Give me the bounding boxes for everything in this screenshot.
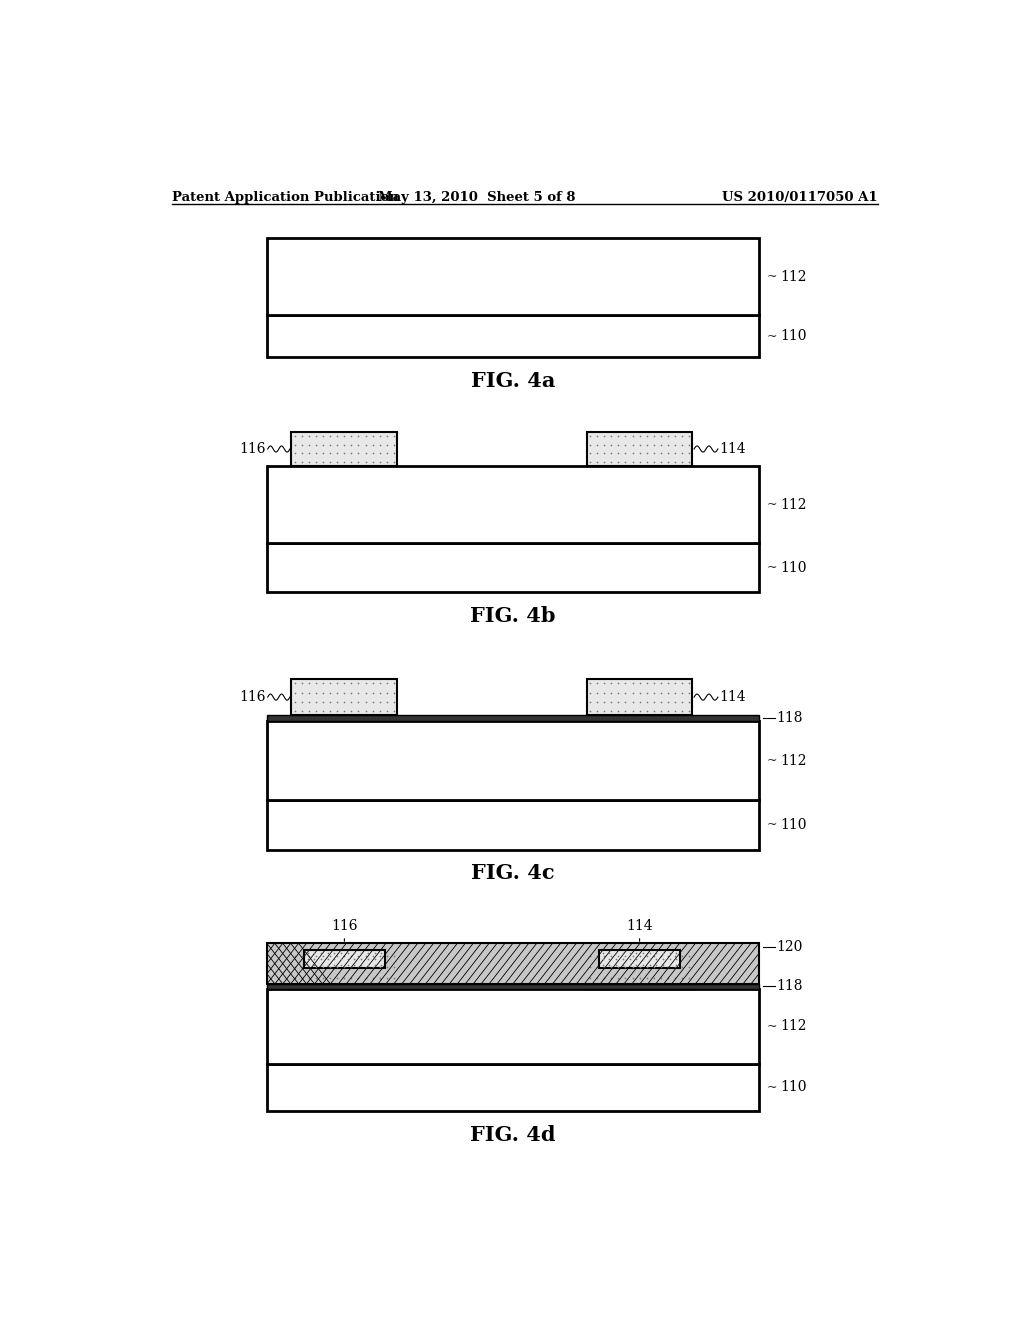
Text: 116: 116 [331, 919, 357, 941]
Text: ~: ~ [767, 330, 777, 343]
Text: 120: 120 [776, 940, 803, 953]
Bar [267, 1064, 759, 1111]
Bar [587, 432, 692, 466]
Text: ~: ~ [767, 1081, 777, 1094]
Text: FIG. 4c: FIG. 4c [471, 863, 555, 883]
Text: 114: 114 [627, 919, 653, 941]
Text: ~: ~ [767, 271, 777, 284]
Bar [267, 315, 759, 356]
Text: 110: 110 [780, 818, 807, 832]
Text: 112: 112 [780, 498, 807, 512]
Text: 114: 114 [720, 690, 746, 704]
Text: 110: 110 [780, 561, 807, 576]
Bar [267, 721, 759, 800]
Text: 110: 110 [780, 329, 807, 343]
Text: 114: 114 [720, 442, 746, 455]
Text: 116: 116 [240, 690, 266, 704]
Text: ~: ~ [767, 561, 777, 574]
Bar [587, 678, 692, 715]
Bar [267, 715, 759, 721]
Bar [267, 544, 759, 593]
Text: FIG. 4b: FIG. 4b [470, 606, 556, 627]
Text: May 13, 2010  Sheet 5 of 8: May 13, 2010 Sheet 5 of 8 [379, 191, 575, 203]
Bar [587, 950, 692, 983]
Bar [599, 950, 680, 968]
Bar [292, 678, 397, 715]
Text: Patent Application Publication: Patent Application Publication [172, 191, 398, 203]
Bar [304, 950, 385, 968]
Text: FIG. 4a: FIG. 4a [471, 371, 555, 391]
Bar [267, 983, 759, 989]
Bar [267, 989, 759, 1064]
Bar [267, 944, 759, 983]
Text: 112: 112 [780, 754, 807, 768]
Bar [267, 800, 759, 850]
Text: 118: 118 [776, 711, 803, 725]
Bar [267, 238, 759, 315]
Bar [267, 466, 759, 544]
Text: 118: 118 [776, 979, 803, 994]
Bar [292, 432, 397, 466]
Text: ~: ~ [767, 754, 777, 767]
Text: ~: ~ [767, 818, 777, 832]
Text: 112: 112 [780, 269, 807, 284]
Text: US 2010/0117050 A1: US 2010/0117050 A1 [722, 191, 878, 203]
Text: ~: ~ [767, 1020, 777, 1032]
Text: 116: 116 [240, 442, 266, 455]
Text: FIG. 4d: FIG. 4d [470, 1125, 556, 1146]
Text: 110: 110 [780, 1080, 807, 1094]
Bar [292, 950, 397, 983]
Text: ~: ~ [767, 498, 777, 511]
Text: 112: 112 [780, 1019, 807, 1034]
